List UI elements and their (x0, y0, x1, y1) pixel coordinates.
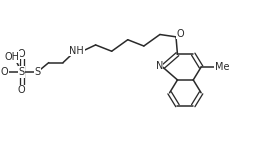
Text: OH: OH (4, 52, 20, 62)
Text: O: O (177, 29, 185, 39)
Text: N: N (156, 61, 163, 71)
Text: O: O (1, 67, 9, 77)
Text: S: S (19, 67, 25, 77)
Text: O: O (18, 85, 26, 95)
Text: O: O (18, 49, 26, 59)
Text: NH: NH (69, 46, 84, 56)
Text: Me: Me (215, 62, 229, 72)
Text: S: S (34, 67, 40, 77)
